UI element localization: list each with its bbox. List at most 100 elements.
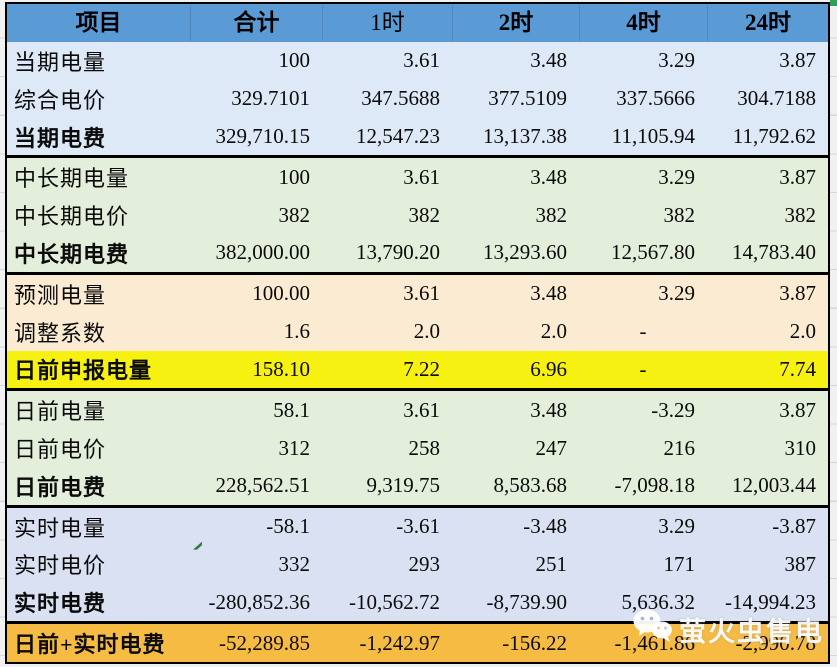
table-row: 中长期电价 382 382 382 382 382 [7,196,828,234]
cell-value: 329,710.15 [215,124,311,149]
table-row: 当期电费 329,710.15 12,547.23 13,137.38 11,105.9… [7,118,828,156]
selection-corner-mark [830,0,837,6]
cell-value: 3.29 [658,514,695,539]
cell-value: 12,567.80 [611,240,695,265]
cell-value: 14,783.40 [732,240,816,265]
cell-value: 6.96 [530,356,567,381]
cell-value: - [639,319,647,344]
cell-value: -10,562.72 [349,589,440,614]
cell-value: 12,547.23 [356,124,440,149]
cell-value: 7.22 [403,356,440,381]
cell-value: 3.87 [779,281,816,306]
cell-value: 3.48 [530,397,567,422]
cell-value: -1,242.97 [359,630,441,655]
cell-value: 387 [784,551,817,576]
table-row: 实时电价 332 293 251 171 387 [7,541,828,584]
cell-value: 100.00 [252,281,310,306]
cell-value: 3.87 [779,397,816,422]
cell-value: 247 [535,435,568,460]
cell-value: 3.61 [403,48,440,73]
cell-value: 3.29 [658,48,695,73]
cell-value: 293 [408,551,441,576]
cell-value: -8,739.90 [486,589,568,614]
row-label: 中长期电量 [14,166,130,192]
cell-value: -3.87 [772,514,816,539]
cell-value: 171 [663,551,696,576]
cell-value: 3.61 [403,281,440,306]
table-row: 日前电费 228,562.51 9,319.75 8,583.68 -7,098.18 1… [7,467,828,505]
table-row: 预测电量 100.00 3.61 3.48 3.29 3.87 [7,275,828,313]
row-label: 中长期电价 [14,204,130,230]
cell-value: 382 [278,202,311,227]
row-label: 当期电费 [14,125,107,151]
cell-value: 332 [278,551,311,576]
section-current-period: 当期电量 100 3.61 3.48 3.29 3.87 综合电价 329.7101 347.5… [7,42,828,156]
cell-value: 258 [408,435,441,460]
cell-value: 251 [535,551,568,576]
row-label: 日前电量 [14,399,107,425]
cell-value: 3.29 [658,281,695,306]
cell-value: 58.1 [273,397,310,422]
row-label: 预测电量 [14,282,107,308]
cell-value: 100 [278,48,311,73]
comment-arrow-icon [193,541,202,550]
cell-value: 5,636.32 [621,589,696,614]
cell-value: 304.7188 [737,86,816,111]
cell-value: 3.48 [530,281,567,306]
row-label: 日前电价 [14,437,107,463]
cell-value: 12,003.44 [732,473,816,498]
table-row: 实时电费 -280,852.36 -10,562.72 -8,739.90 5,636.… [7,583,828,621]
header-cell-3: 2时 [452,5,579,41]
cell-value: 382,000.00 [215,240,311,265]
cell-value: 377.5109 [488,86,567,111]
row-label: 日前申报电量 [14,358,153,384]
cell-value: 11,105.94 [611,124,695,149]
table-row: 日前电量 58.1 3.61 3.48 -3.29 3.87 [7,391,828,429]
cell-value: -7,098.18 [614,473,696,498]
cell-value: -280,852.36 [208,589,311,614]
table-row: 调整系数 1.6 2.0 2.0 - 2.0 [7,313,828,351]
cell-value: 2.0 [413,319,440,344]
cell-value: 329.7101 [231,86,310,111]
header-cell-4: 4时 [579,5,707,41]
cell-value: - [639,356,647,381]
header-cell-1: 合计 [190,5,322,41]
cell-value: 11,792.62 [732,124,816,149]
cell-value: 382 [784,202,817,227]
cell-value: 7.74 [779,356,816,381]
cell-value: -3.61 [396,514,440,539]
cell-value: 9,319.75 [366,473,441,498]
spreadsheet-right-margin [830,0,837,667]
cell-value: 3.87 [779,48,816,73]
row-label: 中长期电费 [14,241,130,267]
cell-value: 216 [663,435,696,460]
cell-value: 3.87 [779,164,816,189]
header-cell-2: 1时 [322,5,452,41]
cell-value: 13,137.38 [483,124,567,149]
row-label: 日前电费 [14,474,107,500]
cell-value: 3.48 [530,164,567,189]
cell-value: 382 [408,202,441,227]
row-label: 实时电价 [14,553,107,579]
table-row: 日前电价 312 258 247 216 310 [7,429,828,467]
cell-value: -52,289.85 [219,630,310,655]
table-row: 日前+实时电费 -52,289.85 -1,242.97 -156.22 -1,461.… [7,624,828,662]
cell-value: 3.48 [530,48,567,73]
cell-value: 13,293.60 [483,240,567,265]
cell-value: -3.29 [651,397,695,422]
header-cell-0: 项目 [75,10,122,35]
row-label: 日前+实时电费 [14,632,166,658]
cell-value: 312 [278,435,311,460]
row-label: 实时电量 [14,515,107,541]
cell-value: 382 [535,202,568,227]
cell-value: -3.48 [523,514,567,539]
cell-value: 2.0 [789,319,816,344]
table-header-row: 项目 合计 1时 2时 4时 24时 [7,4,828,42]
header-cell-5: 24时 [707,5,828,41]
table-row: 实时电量 -58.1 -3.61 -3.48 3.29 -3.87 [7,508,828,546]
row-label: 调整系数 [14,320,107,346]
section-total-da-rt: 日前+实时电费 -52,289.85 -1,242.97 -156.22 -1,461.… [7,621,828,662]
cell-value: 228,562.51 [215,473,311,498]
spreadsheet-table: 项目 合计 1时 2时 4时 24时 当期电量 100 3.61 3.48 3.29 3.87 综合电… [5,2,830,664]
table-row: 日前申报电量 158.10 7.22 6.96 - 7.74 [7,350,828,389]
